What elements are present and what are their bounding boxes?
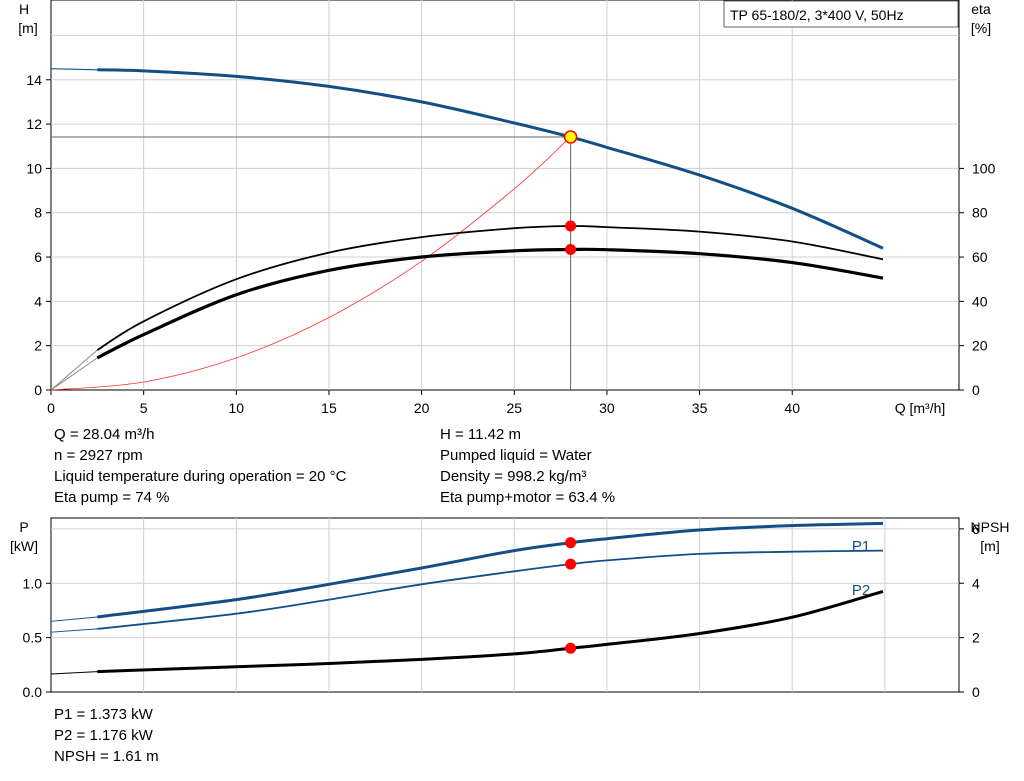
info-p1: P1 = 1.373 kW: [54, 706, 153, 723]
x-tick-label: 20: [414, 400, 430, 416]
head-curve: [97, 68, 884, 250]
info-speed: n = 2927 rpm: [54, 447, 143, 464]
y-tick-label: 14: [26, 72, 42, 88]
npsh-axis-label: NPSH: [971, 519, 1010, 535]
y-tick-label: 6: [34, 249, 42, 265]
npsh-tick-label: 4: [972, 575, 980, 591]
y-tick-label: 2: [34, 338, 42, 354]
p1-point: [565, 537, 577, 549]
p2-point: [565, 558, 577, 570]
p1-curve: [97, 521, 884, 619]
info-pumped-liquid: Pumped liquid = Water: [440, 447, 592, 464]
npsh-curve: [97, 589, 884, 674]
y-tick-label: 12: [26, 116, 42, 132]
info-head: H = 11.42 m: [440, 426, 522, 443]
eta-pump-curve: [96, 225, 884, 351]
chart-title-box: [723, 0, 959, 28]
y-tick-label: 8: [34, 205, 42, 221]
info-npsh: NPSH = 1.61 m: [54, 748, 159, 765]
y2-tick-label: 100: [972, 160, 996, 176]
info-flow: Q = 28.04 m³/h: [54, 426, 155, 443]
x-tick-label: 25: [506, 400, 522, 416]
x-tick-label: 5: [140, 400, 148, 416]
system-curve: [50, 136, 571, 391]
power-axis-unit: [kW]: [10, 538, 38, 554]
x-tick-label: 10: [229, 400, 245, 416]
y2-tick-label: 40: [972, 293, 988, 309]
npsh-tick-label: 0: [972, 684, 980, 700]
power-y-tick-label: 0.0: [23, 684, 43, 700]
y2-axis-label: eta: [971, 1, 991, 17]
eta-total-extension: [50, 357, 98, 391]
npsh-point: [565, 642, 577, 654]
npsh-tick-label: 2: [972, 630, 980, 646]
p1-curve-label: P1: [852, 538, 870, 555]
x-tick-label: 30: [599, 400, 615, 416]
y-tick-label: 0: [34, 382, 42, 398]
npsh-curve-extension: [50, 671, 98, 675]
y-tick-label: 10: [26, 160, 42, 176]
info-eta-pump: Eta pump = 74 %: [54, 489, 170, 506]
y-axis-unit: [m]: [18, 20, 37, 36]
y2-axis-unit: [%]: [971, 20, 991, 36]
npsh-tick-label: 6: [972, 521, 980, 537]
power-axis-label: P: [19, 519, 28, 535]
x-tick-label: 15: [321, 400, 337, 416]
p1-curve-extension: [50, 616, 98, 622]
head-curve-extension: [50, 68, 98, 71]
power-info: P1 = 1.373 kW P2 = 1.176 kW NPSH = 1.61 …: [54, 704, 159, 767]
operating-info-right: H = 11.42 m Pumped liquid = Water Densit…: [440, 424, 615, 508]
y-axis-label: H: [19, 1, 29, 17]
info-p2: P2 = 1.176 kW: [54, 727, 153, 744]
y2-tick-label: 0: [972, 382, 980, 398]
info-liquid-temperature: Liquid temperature during operation = 20…: [54, 468, 347, 485]
y-tick-label: 4: [34, 293, 42, 309]
power-y-tick-label: 0.5: [23, 630, 43, 646]
x-axis-label: Q [m³/h]: [895, 400, 946, 416]
y2-tick-label: 20: [972, 338, 988, 354]
p2-curve: [97, 549, 884, 630]
eta-total-curve: [96, 247, 884, 360]
eta-total-point: [565, 244, 577, 256]
y2-tick-label: 80: [972, 205, 988, 221]
eta-pump-point: [565, 220, 577, 232]
info-density: Density = 998.2 kg/m³: [440, 468, 587, 485]
power-y-tick-label: 1.0: [23, 575, 43, 591]
info-eta-total: Eta pump+motor = 63.4 %: [440, 489, 616, 506]
duty-point: [563, 130, 578, 144]
x-tick-label: 35: [692, 400, 708, 416]
operating-info-left: Q = 28.04 m³/h n = 2927 rpm Liquid tempe…: [54, 424, 346, 508]
head-plot-frame: [50, 0, 960, 391]
x-tick-label: 0: [47, 400, 55, 416]
y2-tick-label: 60: [972, 249, 988, 265]
eta-pump-extension: [50, 349, 98, 391]
chart-title: TP 65-180/2, 3*400 V, 50Hz: [730, 7, 904, 23]
x-tick-label: 40: [784, 400, 800, 416]
p2-curve-extension: [50, 628, 98, 633]
p2-curve-label: P2: [852, 582, 870, 599]
npsh-axis-unit: [m]: [980, 538, 999, 554]
